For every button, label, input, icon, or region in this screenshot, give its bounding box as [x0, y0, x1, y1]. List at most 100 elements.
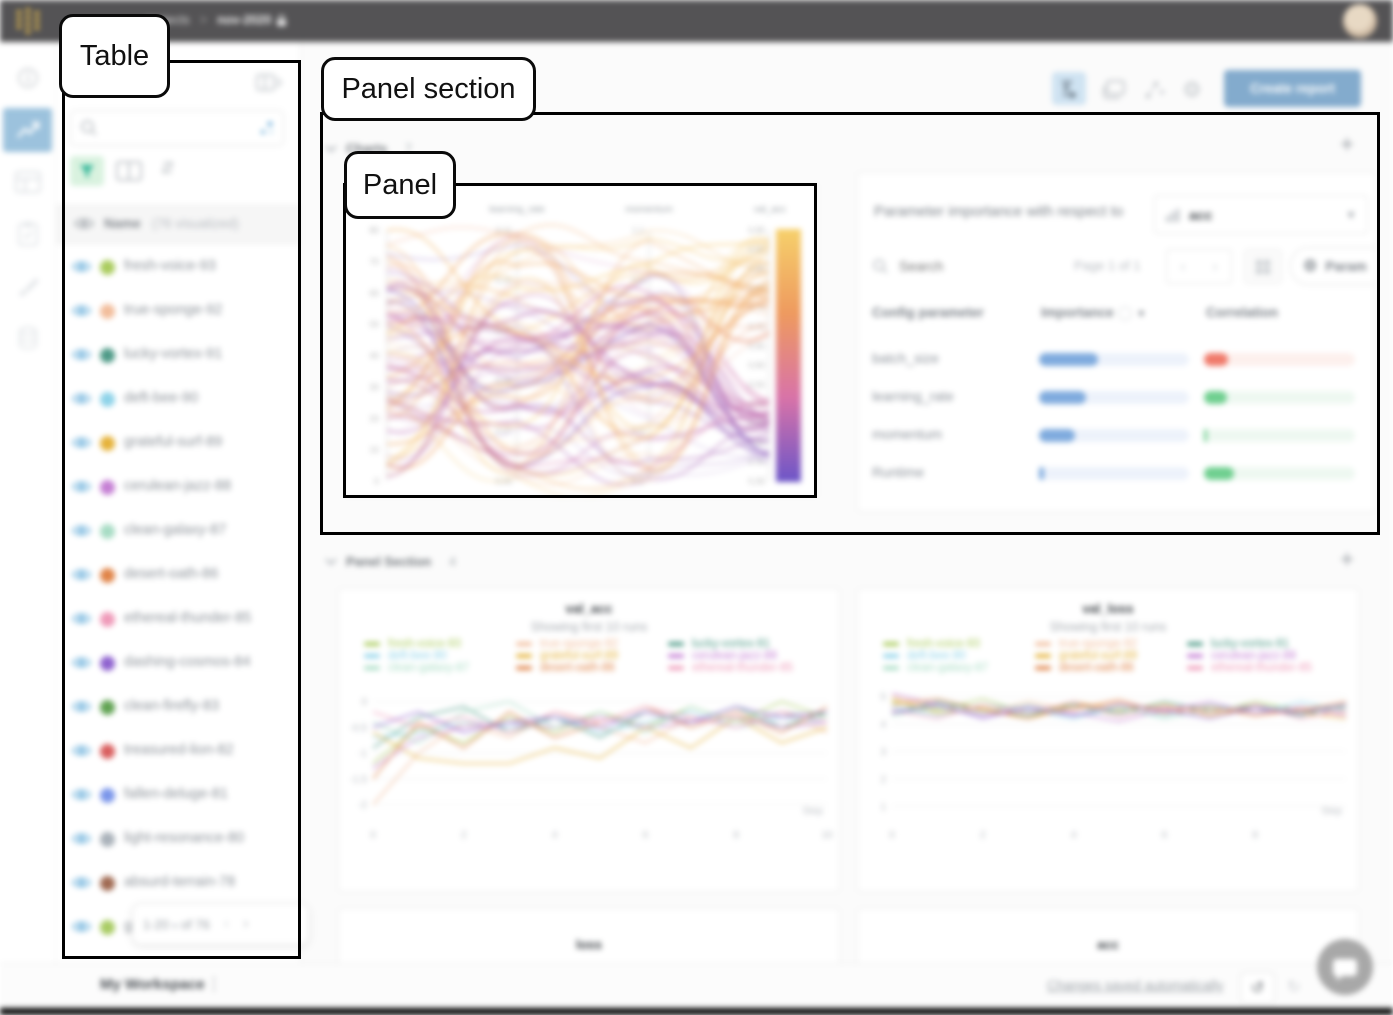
eye-icon[interactable]: [72, 348, 91, 361]
run-row[interactable]: lucky-vortex-91: [56, 334, 299, 378]
brush-icon[interactable]: [13, 272, 43, 302]
importance-row[interactable]: Runtime: [858, 455, 1375, 493]
wandb-logo[interactable]: [14, 8, 42, 34]
eye-icon[interactable]: [72, 436, 91, 449]
database-icon[interactable]: [13, 324, 43, 354]
run-name[interactable]: grateful-surf-89: [124, 434, 223, 450]
legend-item[interactable]: deft-bee-90: [364, 650, 510, 662]
run-row[interactable]: clean-galaxy-87: [56, 510, 299, 554]
run-row[interactable]: cerulean-jazz-88: [56, 466, 299, 510]
add-panel-icon[interactable]: +: [1340, 546, 1355, 573]
metric-dropdown[interactable]: acc ▼: [1154, 195, 1368, 234]
run-row[interactable]: fresh-voice-93: [56, 246, 299, 290]
legend-item[interactable]: lucky-vortex-91: [668, 638, 814, 650]
caret-down-icon[interactable]: ▾: [172, 920, 178, 931]
chat-bubble-button[interactable]: [1317, 939, 1373, 995]
eye-icon[interactable]: [72, 612, 91, 625]
create-report-button[interactable]: Create report: [1224, 70, 1361, 107]
legend-item[interactable]: ethereal-thunder-85: [1187, 662, 1333, 674]
run-name[interactable]: g: [124, 918, 133, 934]
run-name[interactable]: absurd-terrain-78: [124, 874, 236, 890]
autosave-status[interactable]: Changes saved automatically: [1047, 978, 1224, 993]
run-row[interactable]: treasured-lion-82: [56, 730, 299, 774]
run-row[interactable]: fallen-deluge-81: [56, 774, 299, 818]
parallel-coordinates-panel[interactable]: learning_rate momentum val_acc 80 70 60 50 40 30…: [344, 184, 818, 499]
val-loss-panel[interactable]: val_loss Showing first 10 runs fresh-voi…: [857, 588, 1359, 892]
sort-desc-icon[interactable]: ▼: [1136, 309, 1147, 320]
importance-row[interactable]: batch_size: [858, 341, 1375, 379]
redo-button[interactable]: ↻: [1287, 979, 1301, 996]
run-row[interactable]: ethereal-thunder-85: [56, 598, 299, 642]
legend-item[interactable]: cerulean-jazz-88: [1187, 650, 1333, 662]
run-row[interactable]: dashing-cosmos-84: [56, 642, 299, 686]
gear-icon[interactable]: ⚙: [1182, 77, 1202, 102]
run-name[interactable]: lucky-vortex-91: [124, 346, 223, 362]
run-row[interactable]: light-resonance-80: [56, 818, 299, 862]
eye-icon[interactable]: [72, 260, 91, 273]
eye-icon[interactable]: [72, 392, 91, 405]
legend-item[interactable]: ethereal-thunder-85: [668, 662, 814, 674]
eye-icon[interactable]: [72, 568, 91, 581]
run-name[interactable]: fresh-voice-93: [124, 258, 216, 274]
section-collapse-icon[interactable]: [325, 558, 337, 566]
eye-icon[interactable]: [72, 744, 91, 757]
col-correlation[interactable]: Correlation: [1206, 305, 1279, 320]
section-collapse-icon[interactable]: [325, 145, 337, 153]
importance-row[interactable]: learning_rate: [858, 379, 1375, 417]
eye-icon[interactable]: [74, 217, 94, 230]
eye-icon[interactable]: [72, 524, 91, 537]
line-chart-icon[interactable]: [13, 115, 43, 145]
importance-search-input[interactable]: [897, 257, 1021, 275]
run-row[interactable]: g: [56, 906, 299, 950]
val-acc-panel[interactable]: val_acc Showing first 10 runs fresh-voic…: [338, 588, 840, 892]
eye-icon[interactable]: [72, 656, 91, 669]
eye-icon[interactable]: [72, 920, 91, 933]
col-config-parameter[interactable]: Config parameter: [872, 305, 984, 320]
run-name[interactable]: treasured-lion-82: [124, 742, 234, 758]
eye-icon[interactable]: [72, 876, 91, 889]
add-panel-icon[interactable]: +: [1340, 131, 1355, 158]
parameter-importance-panel[interactable]: Parameter importance with respect to acc…: [857, 172, 1376, 512]
parameters-button[interactable]: ⚙ Param: [1290, 247, 1375, 285]
col-importance[interactable]: Importance ◯ ▼: [1041, 305, 1147, 320]
run-row[interactable]: deft-bee-90: [56, 378, 299, 422]
user-avatar[interactable]: [1343, 4, 1377, 38]
legend-item[interactable]: desert-oath-86: [516, 662, 662, 674]
legend-item[interactable]: lucky-vortex-91: [1187, 638, 1333, 650]
legend-item[interactable]: fresh-voice-93: [883, 638, 1029, 650]
run-name[interactable]: desert-oath-86: [124, 566, 219, 582]
eye-icon[interactable]: [72, 788, 91, 801]
filter-button[interactable]: [70, 156, 104, 186]
run-name[interactable]: dashing-cosmos-84: [124, 654, 251, 670]
legend-item[interactable]: true-sponge-92: [516, 638, 662, 650]
run-name[interactable]: ethereal-thunder-85: [124, 610, 252, 626]
legend-item[interactable]: deft-bee-90: [883, 650, 1029, 662]
eye-icon[interactable]: [72, 480, 91, 493]
run-name[interactable]: true-sponge-92: [124, 302, 223, 318]
pagination-range[interactable]: 1-20: [143, 916, 170, 932]
prev-page-icon[interactable]: ‹: [223, 915, 230, 932]
run-row[interactable]: desert-oath-86: [56, 554, 299, 598]
legend-item[interactable]: grateful-surf-89: [1035, 650, 1181, 662]
next-page-icon[interactable]: ›: [1212, 258, 1218, 275]
legend-item[interactable]: true-sponge-92: [1035, 638, 1181, 650]
columns-icon[interactable]: [116, 161, 142, 186]
clipboard-icon[interactable]: [13, 219, 43, 249]
run-row[interactable]: grateful-surf-89: [56, 422, 299, 466]
scatter-plot-icon[interactable]: [1138, 74, 1170, 106]
info-icon[interactable]: [13, 63, 43, 93]
search-options-icon[interactable]: [259, 120, 275, 136]
run-name[interactable]: clean-galaxy-87: [124, 522, 227, 538]
workspace-name[interactable]: My Workspace: [100, 976, 205, 993]
eye-icon[interactable]: [72, 700, 91, 713]
sweep-icon[interactable]: x: [1052, 72, 1086, 105]
legend-item[interactable]: clean-galaxy-87: [364, 662, 510, 674]
run-name[interactable]: fallen-deluge-81: [124, 786, 228, 802]
run-search-input[interactable]: [105, 115, 249, 141]
run-name[interactable]: clean-firefly-83: [124, 698, 220, 714]
prev-page-icon[interactable]: ‹: [1180, 258, 1186, 275]
run-row[interactable]: true-sponge-92: [56, 290, 299, 334]
run-row[interactable]: absurd-terrain-78: [56, 862, 299, 906]
layers-icon[interactable]: [1098, 74, 1130, 106]
run-name[interactable]: cerulean-jazz-88: [124, 478, 232, 494]
